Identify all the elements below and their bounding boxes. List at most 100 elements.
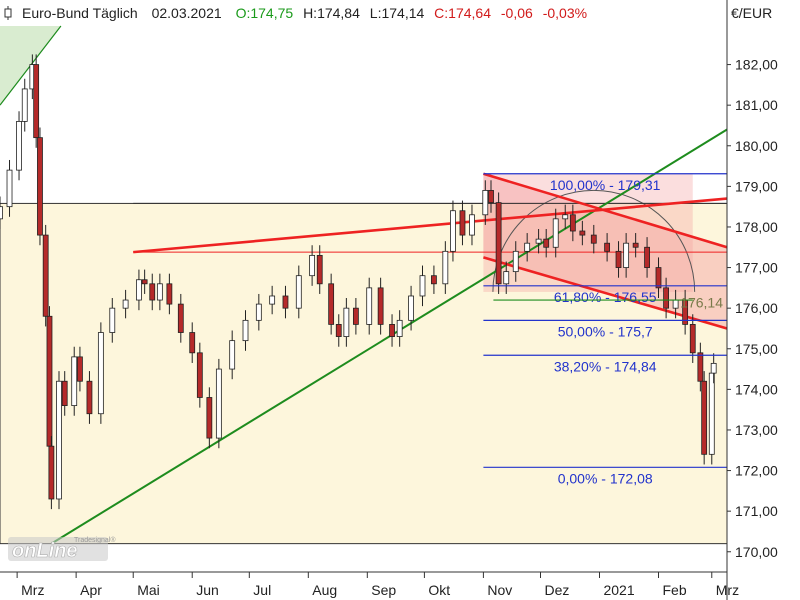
candle <box>512 241 519 282</box>
candle <box>97 322 104 424</box>
candles <box>0 54 717 510</box>
candle-body <box>710 362 717 374</box>
trendline <box>483 172 728 249</box>
candle <box>366 277 373 335</box>
candlestick-icon <box>4 6 12 20</box>
candle-body <box>189 332 196 354</box>
candle-body <box>579 230 586 236</box>
candle-body <box>269 295 276 305</box>
candle <box>632 233 639 258</box>
candle-body <box>328 283 335 325</box>
candle-body <box>352 307 359 325</box>
candle <box>524 233 531 262</box>
candle <box>71 346 78 416</box>
x-tick-label: Jul <box>253 582 271 598</box>
candle-body <box>482 190 489 216</box>
price-marker: 176,14 <box>680 294 723 310</box>
y-tick-label: 177,00 <box>735 260 778 276</box>
x-tick-label: Mai <box>137 582 160 598</box>
candle <box>569 204 576 242</box>
x-tick-label: Feb <box>662 582 686 598</box>
candle-body <box>408 295 414 321</box>
candle <box>535 228 542 254</box>
candle <box>6 159 13 217</box>
x-tick-label: Nov <box>487 582 512 598</box>
candle <box>16 111 22 181</box>
candle <box>309 245 316 286</box>
y-tick-label: 170,00 <box>735 544 778 560</box>
candle-body <box>242 319 249 342</box>
candle-body <box>543 238 550 248</box>
candle <box>343 298 350 347</box>
candle <box>86 371 93 424</box>
candle <box>590 224 597 254</box>
y-tick-label: 179,00 <box>735 178 778 194</box>
candle-body <box>196 352 203 398</box>
fib-level-label: 100,00% - 179,31 <box>550 177 661 193</box>
candle <box>242 310 249 351</box>
candle <box>482 180 489 225</box>
candle-body <box>488 190 494 204</box>
candle <box>623 233 630 278</box>
candle-body <box>442 250 449 285</box>
candle-body <box>215 368 222 439</box>
candle-body <box>569 214 576 232</box>
candle-body <box>495 202 502 285</box>
candle-body <box>295 275 302 309</box>
candle <box>697 342 704 392</box>
candle-body <box>97 332 104 415</box>
fib-level-label: 38,20% - 174,84 <box>554 358 657 374</box>
candle-body <box>37 137 43 236</box>
candle-body <box>524 242 531 252</box>
candle <box>149 273 156 311</box>
candle <box>177 293 184 343</box>
candle <box>156 273 163 311</box>
candle <box>122 289 129 319</box>
x-tick-label: Mrz <box>21 582 44 598</box>
candle-body <box>122 299 129 309</box>
candle <box>77 346 83 392</box>
close-value: C:174,64 <box>434 5 491 21</box>
candle <box>655 257 662 299</box>
candle <box>0 196 3 229</box>
candle <box>335 314 342 347</box>
candle <box>488 180 494 213</box>
svg-text:Euro-Bund Täglich 02.03.: Euro-Bund Täglich 02.03.2021 O:174,75 H:… <box>22 5 587 21</box>
candle-body <box>632 242 639 248</box>
candle-body <box>389 324 395 337</box>
candle <box>396 310 403 347</box>
candle <box>710 353 717 384</box>
logo-text: onLine <box>12 540 78 562</box>
candle <box>37 127 43 246</box>
candle-body <box>469 214 475 236</box>
candle-body <box>562 214 569 220</box>
candle-body <box>663 287 669 309</box>
x-tick-label: Mrz <box>716 582 739 598</box>
candle-body <box>512 250 519 273</box>
x-tick-label: Dez <box>544 582 569 598</box>
x-tick-label: Okt <box>428 582 450 598</box>
candle <box>166 273 173 315</box>
low-value: L:174,14 <box>370 5 425 21</box>
y-tick-label: 172,00 <box>735 463 778 479</box>
y-tick-label: 174,00 <box>735 381 778 397</box>
candle <box>604 233 611 262</box>
candle-body <box>48 445 55 500</box>
candle-body <box>255 303 262 321</box>
candle-body <box>136 279 142 301</box>
candle-body <box>590 234 597 244</box>
y-tick-label: 182,00 <box>735 57 778 73</box>
arc-line <box>492 189 696 292</box>
candle <box>269 285 276 315</box>
candle <box>255 293 262 331</box>
candle <box>215 358 222 449</box>
candle <box>61 371 68 416</box>
candle <box>663 277 669 319</box>
candle-body <box>655 267 662 289</box>
candle <box>21 78 28 132</box>
candle <box>141 269 148 294</box>
y-tick-label: 173,00 <box>735 422 778 438</box>
candle <box>503 261 510 294</box>
candle <box>316 245 323 294</box>
instrument-name: Euro-Bund Täglich <box>22 5 138 21</box>
